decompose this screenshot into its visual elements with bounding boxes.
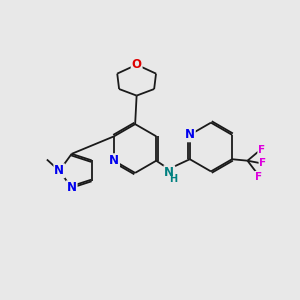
Text: O: O — [132, 58, 142, 71]
Text: N: N — [185, 128, 195, 141]
Text: N: N — [54, 164, 64, 177]
Text: F: F — [255, 172, 262, 182]
Text: F: F — [260, 158, 266, 168]
Text: H: H — [169, 174, 177, 184]
Text: N: N — [109, 154, 119, 167]
Text: F: F — [258, 145, 265, 155]
Text: N: N — [164, 166, 174, 179]
Text: N: N — [67, 181, 77, 194]
